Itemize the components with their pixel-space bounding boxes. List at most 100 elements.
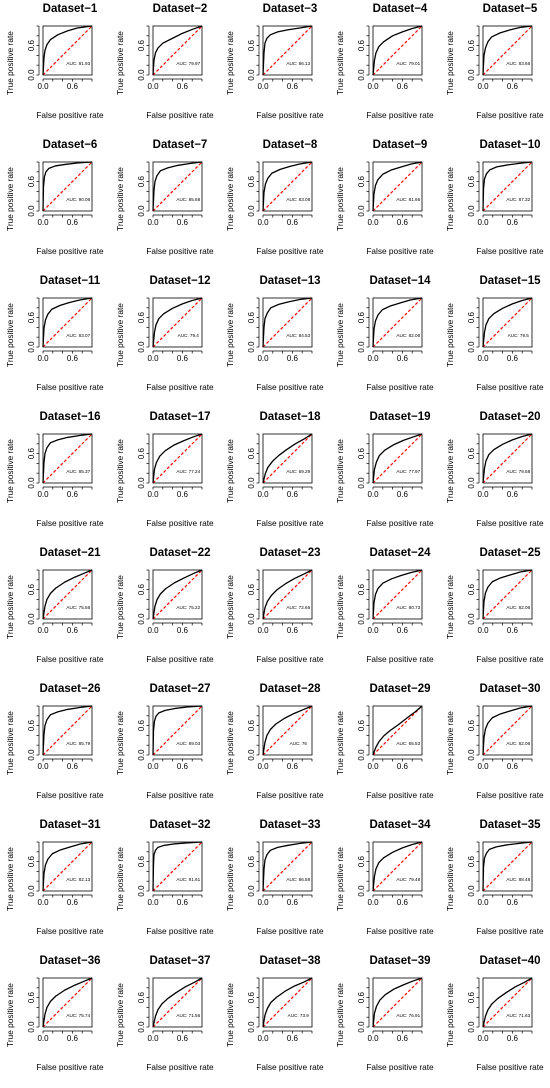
panel-title: Dataset−14: [369, 275, 431, 287]
y-tick-label: 0.0: [137, 1021, 146, 1033]
roc-panel: Dataset−28 True positive rate False positi…: [220, 680, 330, 816]
auc-label: AUC: 89.03: [176, 741, 200, 746]
x-tick-label: 0.6: [507, 82, 519, 91]
auc-label: AUC: 69.29: [286, 469, 310, 474]
y-tick-label: 0.6: [27, 719, 36, 731]
diagonal-reference-line: [262, 433, 313, 484]
panel-title: Dataset−12: [149, 275, 211, 287]
roc-curve: [262, 25, 313, 76]
diagonal-reference-line: [372, 297, 423, 348]
roc-panel: Dataset−1 True positive rate False positiv…: [0, 0, 110, 136]
auc-label: AUC: 83.08: [286, 197, 310, 202]
x-tick-label: 0.6: [67, 490, 79, 499]
panel-title: Dataset−30: [479, 683, 541, 695]
roc-curve: [42, 25, 93, 76]
y-tick-label: 0.0: [357, 749, 366, 761]
roc-plot: 0.0 0.6 0.0 0.6 AUC: 79.01: [357, 25, 423, 91]
x-tick-label: 0.6: [397, 82, 409, 91]
roc-plot: 0.0 0.6 0.0 0.6 AUC: 82.13: [27, 841, 93, 907]
x-tick-label: 0.6: [397, 626, 409, 635]
roc-panel: Dataset−25 True positive rate False positi…: [440, 544, 550, 680]
x-tick-label: 0.6: [397, 354, 409, 363]
x-tick-label: 0.0: [477, 1034, 489, 1043]
roc-plot: 0.0 0.6 0.0 0.6 AUC: 79.97: [137, 25, 203, 91]
y-tick-label: 0.6: [357, 991, 366, 1003]
roc-curve: [42, 569, 93, 620]
plot-frame: [42, 841, 93, 892]
panel-title: Dataset−1: [42, 3, 98, 15]
y-tick-label: 0.0: [27, 477, 36, 489]
x-tick-label: 0.6: [67, 626, 79, 635]
panel-title: Dataset−18: [259, 411, 321, 423]
x-tick-label: 0.6: [507, 762, 519, 771]
diagonal-reference-line: [262, 25, 313, 76]
roc-curve: [152, 161, 203, 212]
y-tick-label: 0.6: [137, 719, 146, 731]
x-tick-label: 0.6: [287, 762, 299, 771]
x-axis-label: False positive rate: [36, 382, 104, 392]
x-axis-label: False positive rate: [476, 790, 544, 800]
y-tick-label: 0.6: [247, 719, 256, 731]
x-tick-label: 0.6: [397, 898, 409, 907]
x-axis-label: False positive rate: [366, 518, 434, 528]
x-tick-label: 0.6: [67, 762, 79, 771]
panel-title: Dataset−33: [259, 819, 321, 831]
diagonal-reference-line: [482, 841, 533, 892]
x-tick-label: 0.6: [507, 490, 519, 499]
plot-frame: [42, 705, 93, 756]
x-axis-label: False positive rate: [36, 1062, 104, 1072]
x-tick-label: 0.6: [67, 82, 79, 91]
y-tick-label: 0.6: [357, 719, 366, 731]
x-axis-label: False positive rate: [476, 246, 544, 256]
y-tick-label: 0.0: [247, 1021, 256, 1033]
y-tick-label: 0.0: [467, 1021, 476, 1033]
roc-plot: 0.0 0.6 0.0 0.6 AUC: 76.91: [357, 977, 423, 1043]
plot-frame: [42, 977, 93, 1028]
plot-frame: [372, 977, 423, 1028]
roc-curve: [372, 841, 423, 892]
roc-panel: Dataset−26 True positive rate False positi…: [0, 680, 110, 816]
roc-panel: Dataset−27 True positive rate False positi…: [110, 680, 220, 816]
plot-frame: [42, 297, 93, 348]
roc-plot: 0.0 0.6 0.0 0.6 AUC: 73.9: [247, 977, 313, 1043]
y-tick-label: 0.6: [247, 39, 256, 51]
x-tick-label: 0.0: [257, 762, 269, 771]
diagonal-reference-line: [42, 161, 93, 212]
roc-panel: Dataset−34 True positive rate False positi…: [330, 816, 440, 952]
panel-title: Dataset−28: [259, 683, 321, 695]
x-tick-label: 0.0: [477, 898, 489, 907]
x-axis-label: False positive rate: [36, 926, 104, 936]
roc-plot: 0.0 0.6 0.0 0.6 AUC: 85.68: [137, 161, 203, 227]
x-axis-label: False positive rate: [256, 1062, 324, 1072]
auc-label: AUC: 77.97: [396, 469, 420, 474]
y-tick-label: 0.6: [357, 583, 366, 595]
panel-title: Dataset−32: [149, 819, 211, 831]
diagonal-reference-line: [262, 161, 313, 212]
x-tick-label: 0.6: [507, 898, 519, 907]
diagonal-reference-line: [42, 25, 93, 76]
x-tick-label: 0.0: [147, 1034, 159, 1043]
y-tick-label: 0.6: [137, 855, 146, 867]
x-axis-label: False positive rate: [256, 246, 324, 256]
y-tick-label: 0.6: [27, 311, 36, 323]
plot-frame: [152, 569, 203, 620]
roc-panel: Dataset−3 True positive rate False positiv…: [220, 0, 330, 136]
x-axis-label: False positive rate: [366, 790, 434, 800]
auc-label: AUC: 71.63: [506, 1013, 530, 1018]
panel-title: Dataset−25: [479, 547, 541, 559]
y-tick-label: 0.0: [27, 1021, 36, 1033]
x-tick-label: 0.0: [147, 626, 159, 635]
plot-frame: [372, 161, 423, 212]
y-tick-label: 0.6: [27, 855, 36, 867]
x-tick-label: 0.0: [37, 218, 49, 227]
auc-label: AUC: 86.13: [286, 61, 310, 66]
plot-frame: [482, 161, 533, 212]
roc-panel: Dataset−39 True positive rate False positi…: [330, 952, 440, 1088]
roc-panel: Dataset−4 True positive rate False positiv…: [330, 0, 440, 136]
x-tick-label: 0.6: [287, 898, 299, 907]
x-tick-label: 0.6: [397, 762, 409, 771]
diagonal-reference-line: [372, 161, 423, 212]
auc-label: AUC: 72.66: [286, 605, 310, 610]
y-tick-label: 0.0: [357, 477, 366, 489]
plot-frame: [42, 25, 93, 76]
